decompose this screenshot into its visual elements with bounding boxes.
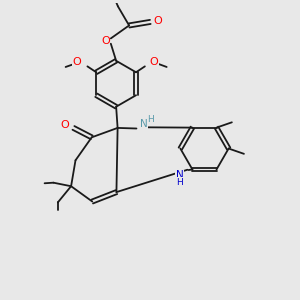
Text: O: O (154, 16, 163, 26)
Text: O: O (150, 57, 158, 67)
Text: O: O (73, 57, 82, 67)
Text: N: N (140, 119, 147, 129)
Text: N: N (176, 170, 184, 180)
Text: H: H (147, 115, 154, 124)
Text: H: H (176, 178, 183, 187)
Text: O: O (101, 36, 110, 46)
Text: O: O (61, 120, 70, 130)
